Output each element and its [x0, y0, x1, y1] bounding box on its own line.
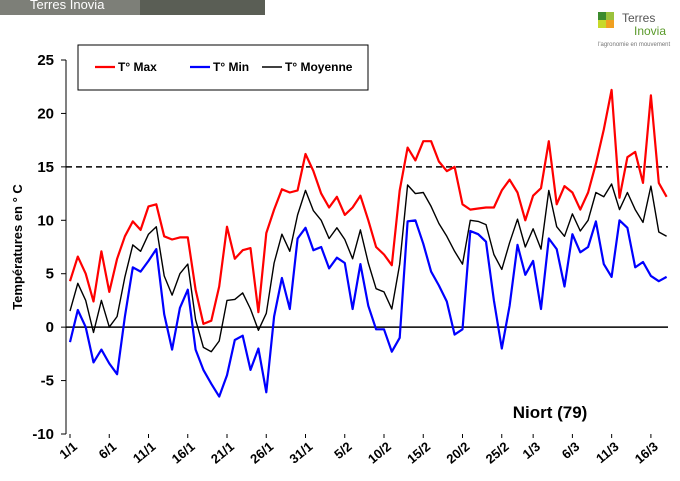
x-tick-label: 11/1 [130, 439, 158, 466]
y-tick-label: -5 [41, 373, 54, 390]
x-tick-label: 21/1 [208, 439, 237, 467]
series-line [69, 183, 667, 353]
x-tick-label: 20/2 [443, 439, 472, 467]
x-tick-label: 5/2 [331, 439, 354, 462]
x-tick-label: 10/2 [365, 439, 394, 467]
y-tick-label: 0 [46, 319, 54, 336]
y-tick-label: 15 [37, 159, 54, 176]
logo-mark [598, 12, 606, 20]
photo-caption: Terres Inovia [30, 0, 105, 12]
y-axis-label: Températures en ° C [10, 184, 25, 310]
y-tick-label: 10 [37, 212, 54, 229]
y-tick-label: 5 [46, 266, 54, 283]
logo-mark [606, 20, 614, 28]
x-tick-label: 1/1 [56, 439, 79, 462]
logo-mark [606, 12, 614, 20]
legend-label: T° Min [213, 60, 249, 74]
series-line [68, 219, 668, 398]
logo-name: Terres [622, 11, 655, 25]
series-line [68, 88, 668, 325]
legend [77, 44, 369, 91]
x-tick-label: 11/3 [593, 439, 621, 466]
x-tick-label: 16/1 [169, 439, 198, 467]
annotation: Niort (79) [513, 403, 588, 422]
y-tick-label: -10 [32, 426, 54, 443]
logo-mark [598, 20, 606, 28]
legend-label: T° Moyenne [285, 60, 353, 74]
logo-tagline: l'agronomie en mouvement [598, 42, 671, 48]
x-tick-label: 1/3 [520, 439, 543, 462]
photo-shade [140, 0, 265, 15]
logo-name: Inovia [634, 24, 666, 38]
x-tick-label: 6/3 [559, 439, 582, 462]
y-tick-label: 20 [37, 105, 54, 122]
x-tick-label: 16/3 [632, 439, 661, 467]
x-tick-label: 26/1 [247, 439, 276, 467]
x-tick-label: 6/1 [96, 439, 119, 462]
x-tick-label: 25/2 [483, 439, 512, 467]
legend-label: T° Max [118, 60, 157, 74]
x-tick-label: 31/1 [286, 439, 315, 467]
y-tick-label: 25 [37, 52, 54, 69]
x-tick-label: 15/2 [404, 439, 433, 467]
